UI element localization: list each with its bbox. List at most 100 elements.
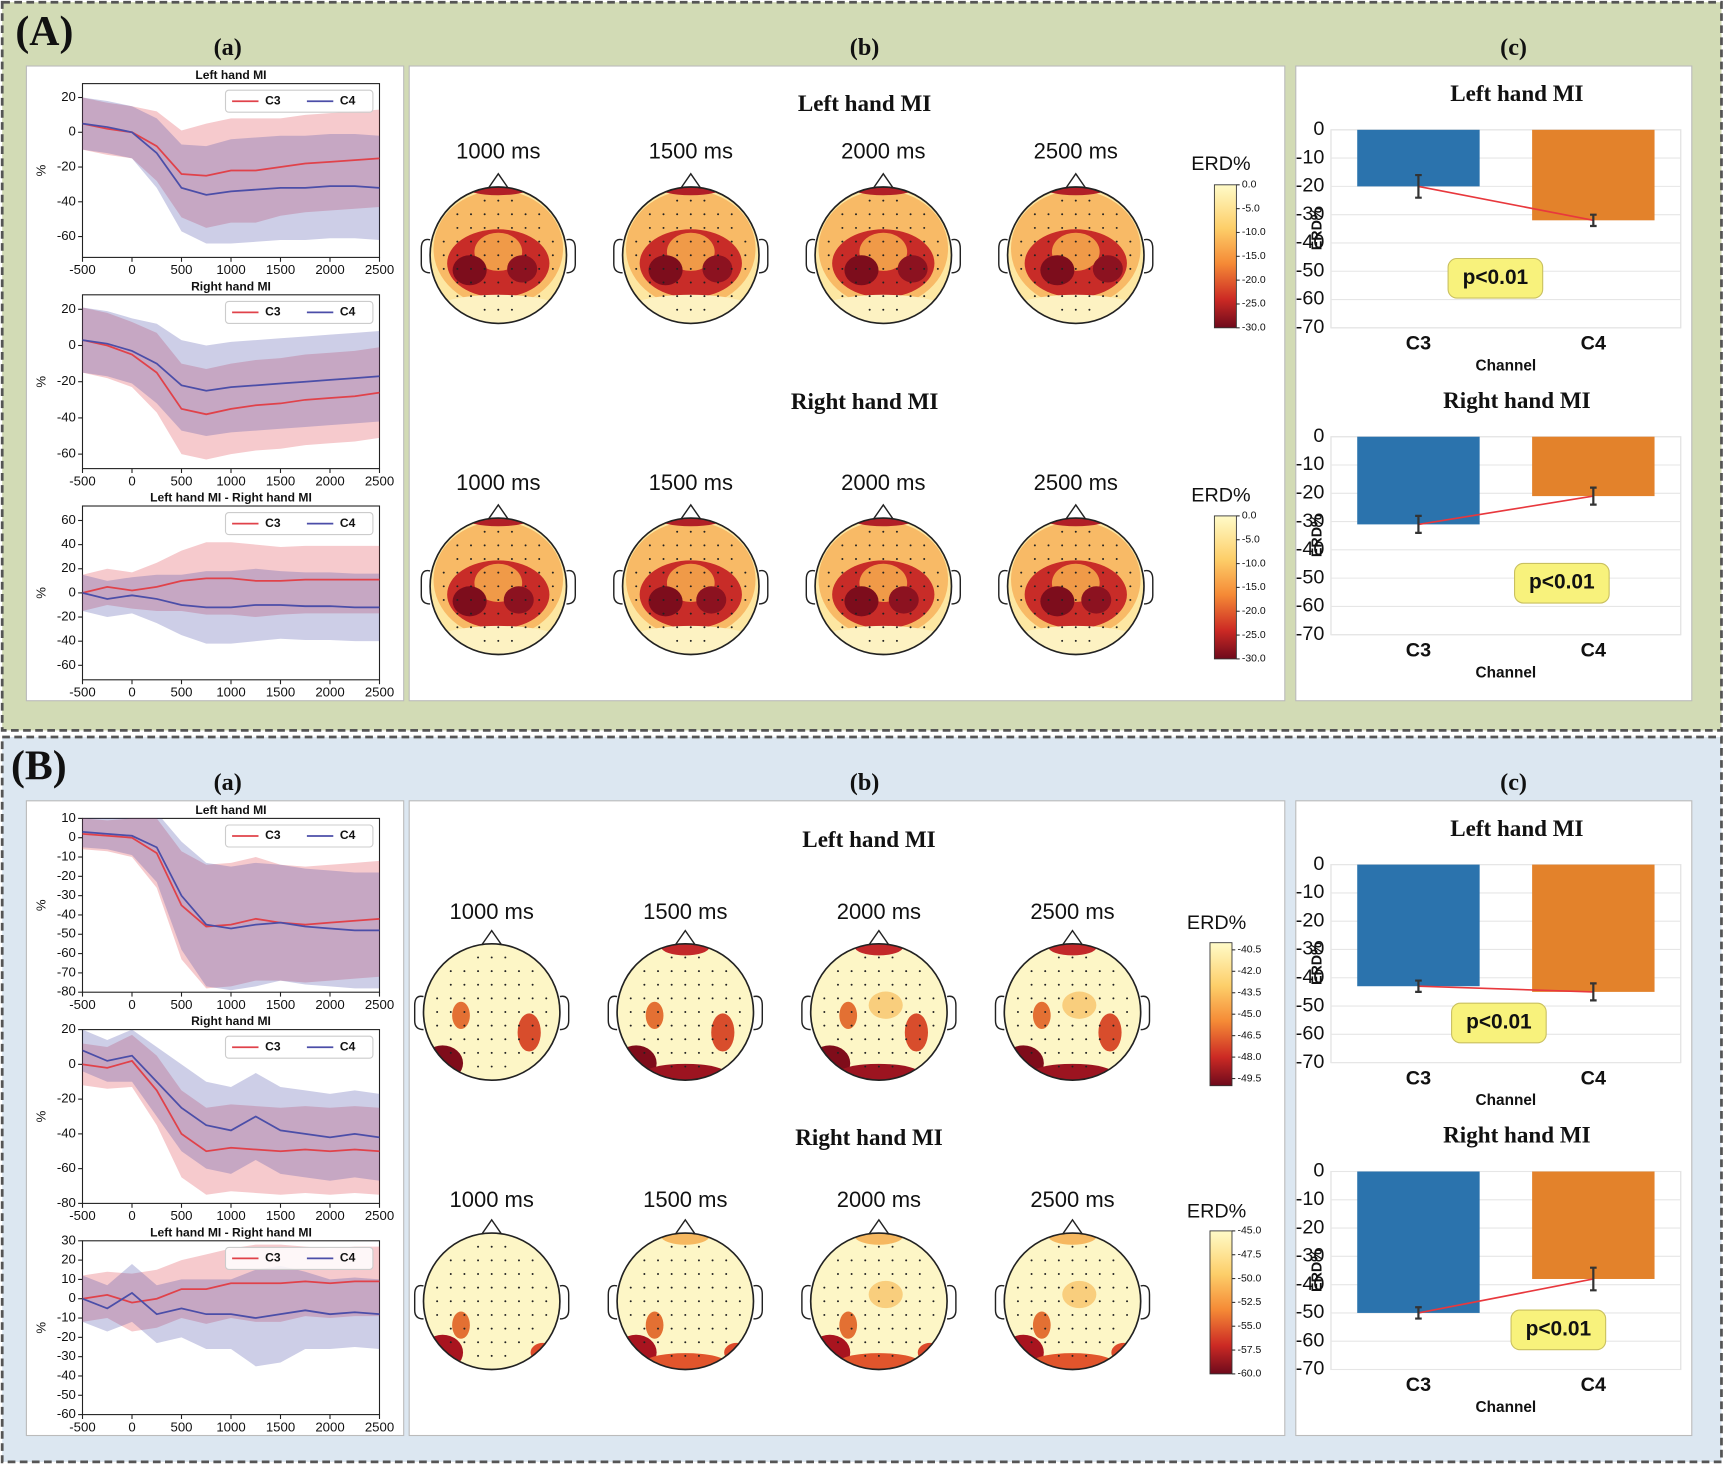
electrode bbox=[456, 240, 459, 243]
electrode bbox=[1057, 997, 1060, 1000]
error-band bbox=[82, 1029, 380, 1181]
electrode bbox=[1126, 1300, 1129, 1303]
colorbar bbox=[1213, 184, 1237, 329]
electrode bbox=[1030, 1327, 1033, 1330]
time-label: 2500 ms bbox=[1034, 139, 1118, 164]
electrode bbox=[456, 254, 459, 257]
electrode bbox=[895, 254, 898, 257]
electrode bbox=[463, 1024, 466, 1027]
electrode bbox=[841, 558, 844, 561]
electrode bbox=[895, 558, 898, 561]
electrode bbox=[1044, 1038, 1047, 1041]
y-tick-label: -80 bbox=[57, 984, 76, 999]
electrode bbox=[648, 281, 651, 284]
electrode bbox=[1088, 240, 1091, 243]
electrode bbox=[538, 213, 541, 216]
electrode bbox=[850, 1259, 853, 1262]
electrode bbox=[510, 213, 513, 216]
electrode bbox=[882, 267, 885, 270]
electrode bbox=[923, 267, 926, 270]
electrode bbox=[1088, 571, 1091, 574]
electrode bbox=[868, 199, 871, 202]
electrode bbox=[657, 1273, 660, 1276]
series-line bbox=[82, 339, 380, 416]
electrode bbox=[836, 1259, 839, 1262]
error-bar bbox=[1415, 979, 1422, 993]
electrode bbox=[895, 213, 898, 216]
electrode bbox=[864, 1286, 867, 1289]
electrode bbox=[676, 308, 679, 311]
electrode bbox=[689, 626, 692, 629]
electrode bbox=[497, 612, 500, 615]
electrode bbox=[1033, 295, 1036, 298]
electrode bbox=[1074, 226, 1077, 229]
electrode bbox=[1088, 544, 1091, 547]
electrode bbox=[923, 612, 926, 615]
annotation-box bbox=[1510, 1309, 1607, 1351]
electrode bbox=[545, 1286, 548, 1289]
connector-line bbox=[1418, 985, 1594, 993]
electrode bbox=[882, 612, 885, 615]
topomap-region bbox=[897, 255, 928, 283]
electrode bbox=[490, 1341, 493, 1344]
electrode bbox=[882, 308, 885, 311]
electrode bbox=[905, 1300, 908, 1303]
electrode bbox=[629, 1300, 632, 1303]
electrode bbox=[1074, 598, 1077, 601]
electrode bbox=[1112, 1341, 1115, 1344]
electrode bbox=[923, 226, 926, 229]
head-outline bbox=[621, 517, 760, 656]
x-tick-label: 1000 bbox=[216, 684, 245, 699]
electrode bbox=[456, 544, 459, 547]
electrode bbox=[689, 530, 692, 533]
electrode bbox=[891, 956, 894, 959]
electrode bbox=[744, 240, 747, 243]
electrode bbox=[717, 226, 720, 229]
colorbar-tick-label: -45.0 bbox=[1237, 1009, 1261, 1020]
y-tick-label: 0 bbox=[69, 829, 76, 844]
electrode bbox=[864, 1341, 867, 1344]
electrode bbox=[711, 1259, 714, 1262]
electrode bbox=[477, 1051, 480, 1054]
time-label: 1000 ms bbox=[456, 139, 540, 164]
head-outline bbox=[814, 186, 953, 325]
y-tick-label: 0 bbox=[69, 1056, 76, 1071]
x-tick-label: 2500 bbox=[365, 997, 394, 1012]
electrode bbox=[551, 240, 554, 243]
electrode bbox=[470, 240, 473, 243]
electrode bbox=[841, 254, 844, 257]
electrode bbox=[1085, 1273, 1088, 1276]
electrode bbox=[670, 970, 673, 973]
electrode bbox=[684, 1313, 687, 1316]
electrode bbox=[877, 1038, 880, 1041]
electrode bbox=[703, 213, 706, 216]
electrode bbox=[868, 226, 871, 229]
electrode bbox=[1098, 1273, 1101, 1276]
time-label: 2000 ms bbox=[841, 139, 925, 164]
bar bbox=[1357, 436, 1480, 525]
electrode bbox=[477, 1038, 480, 1041]
electrode bbox=[1074, 558, 1077, 561]
error-bar bbox=[1415, 173, 1422, 199]
electrode bbox=[697, 1313, 700, 1316]
error-bar bbox=[1415, 514, 1422, 534]
electrode bbox=[1061, 571, 1064, 574]
electrode bbox=[684, 1286, 687, 1289]
electrode bbox=[643, 1038, 646, 1041]
electrode bbox=[662, 254, 665, 257]
electrode bbox=[1085, 1327, 1088, 1330]
electrode bbox=[744, 571, 747, 574]
x-tick-label: 2000 bbox=[315, 473, 344, 488]
electrode bbox=[643, 1300, 646, 1303]
electrode bbox=[1071, 1259, 1074, 1262]
electrode bbox=[1102, 281, 1105, 284]
electrode bbox=[442, 254, 445, 257]
electrode bbox=[524, 598, 527, 601]
electrode bbox=[463, 970, 466, 973]
electrode bbox=[891, 1300, 894, 1303]
topomap-image bbox=[430, 187, 567, 324]
electrode bbox=[895, 199, 898, 202]
electrode bbox=[524, 281, 527, 284]
y-tick-label: -70 bbox=[1296, 316, 1325, 338]
y-tick-label: -50 bbox=[1296, 1301, 1325, 1323]
